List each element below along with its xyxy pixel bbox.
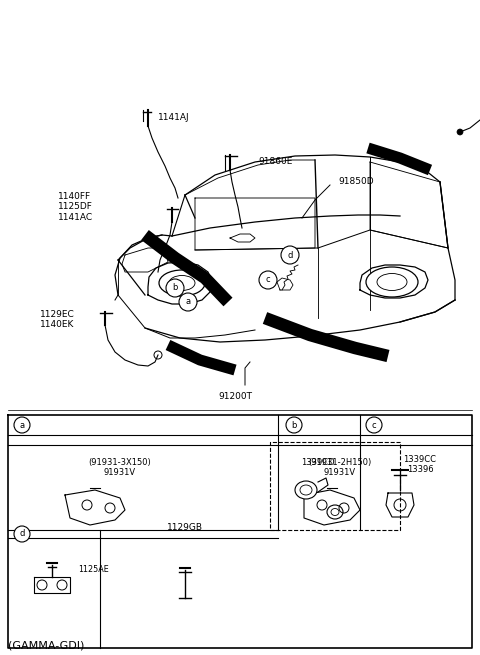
Text: d: d <box>288 250 293 259</box>
Circle shape <box>14 526 30 542</box>
Text: d: d <box>19 529 24 538</box>
Circle shape <box>166 279 184 297</box>
Text: (91931-2H150)
91931V: (91931-2H150) 91931V <box>308 458 372 477</box>
Text: 1141AJ: 1141AJ <box>158 113 190 122</box>
Ellipse shape <box>295 481 317 499</box>
Text: (91931-3X150)
91931V: (91931-3X150) 91931V <box>89 458 151 477</box>
Ellipse shape <box>169 276 195 291</box>
Text: b: b <box>172 284 178 293</box>
Text: 91200T: 91200T <box>218 392 252 401</box>
Circle shape <box>286 417 302 433</box>
Text: 1125AE: 1125AE <box>78 565 109 574</box>
Ellipse shape <box>300 485 312 495</box>
Circle shape <box>259 271 277 289</box>
Text: (GAMMA-GDI): (GAMMA-GDI) <box>8 641 84 650</box>
Text: 1140FF
1125DF
1141AC: 1140FF 1125DF 1141AC <box>58 192 93 222</box>
Ellipse shape <box>366 267 418 297</box>
Text: 1339CD: 1339CD <box>301 458 335 467</box>
Ellipse shape <box>377 274 407 291</box>
Ellipse shape <box>159 270 205 296</box>
Text: 1129GB: 1129GB <box>167 523 203 531</box>
Text: 91860E: 91860E <box>258 157 292 166</box>
Text: c: c <box>266 276 270 284</box>
Circle shape <box>366 417 382 433</box>
Text: 1339CC
13396: 1339CC 13396 <box>404 455 436 474</box>
Ellipse shape <box>331 508 339 515</box>
Text: c: c <box>372 421 376 430</box>
Circle shape <box>457 129 463 135</box>
Ellipse shape <box>327 505 343 519</box>
Text: 91850D: 91850D <box>338 178 373 187</box>
Circle shape <box>14 417 30 433</box>
Circle shape <box>281 246 299 264</box>
Bar <box>270 442 400 530</box>
Text: a: a <box>185 297 191 307</box>
Text: b: b <box>291 421 297 430</box>
Text: a: a <box>19 421 24 430</box>
Text: 1129EC
1140EK: 1129EC 1140EK <box>40 310 75 329</box>
Circle shape <box>179 293 197 311</box>
